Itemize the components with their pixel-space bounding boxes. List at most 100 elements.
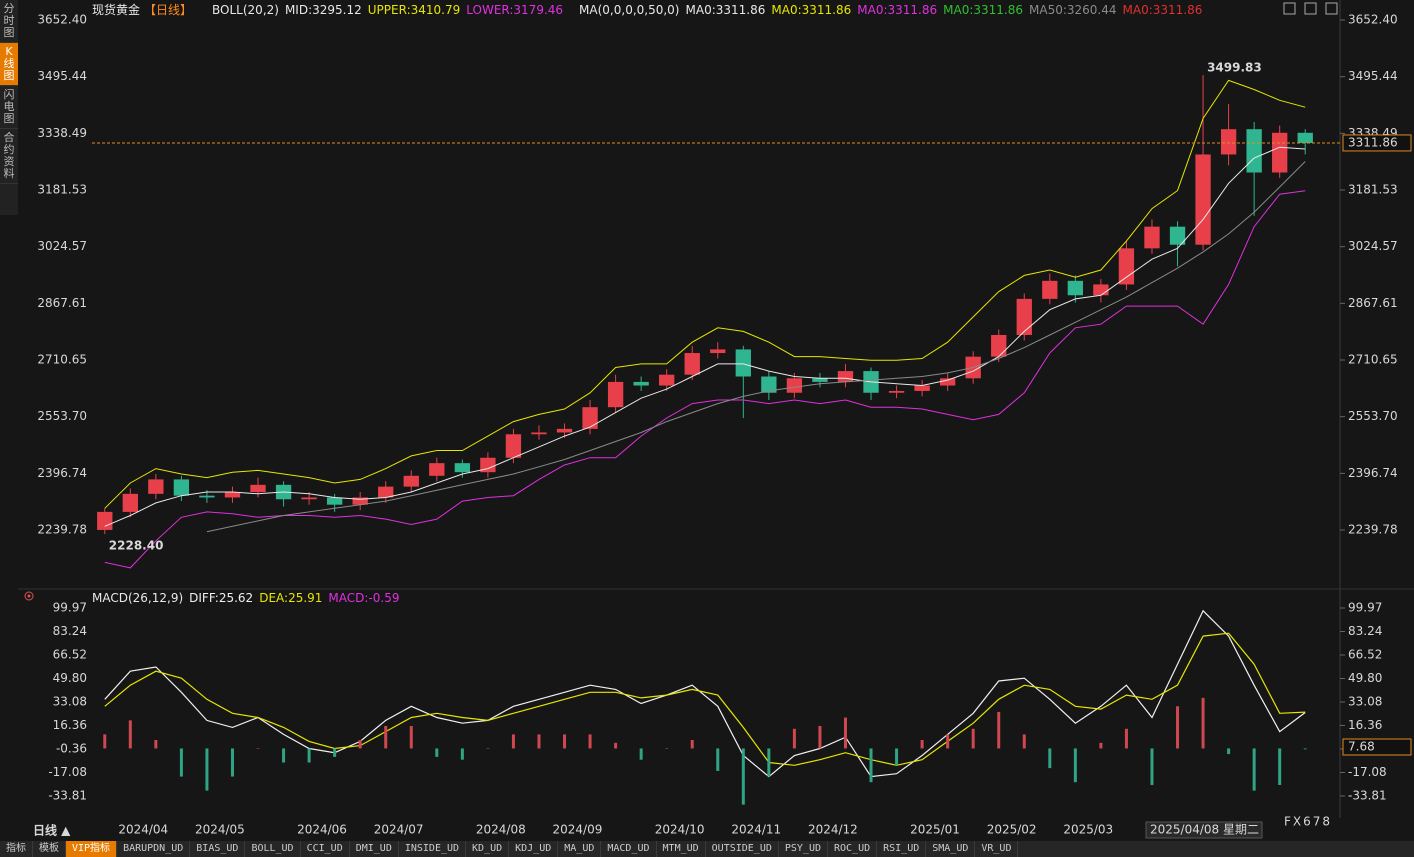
indicator-line (206, 161, 1306, 533)
candle-body (888, 390, 905, 393)
macd-bar (1303, 748, 1307, 750)
candle-body (761, 376, 777, 393)
candle-body (173, 479, 190, 496)
candle-body (659, 374, 675, 386)
candle-body (1016, 298, 1032, 335)
candle-body (837, 371, 854, 382)
indicator-tab[interactable]: 模板 (33, 841, 66, 857)
indicator-tabs: 指标 模板 VIP指标 BARUPDN_UD BIAS_UD BOLL_UD CCI_UD D… (0, 841, 1414, 857)
candle-body (199, 495, 215, 498)
indicator-tab[interactable]: KDJ_UD (509, 841, 559, 857)
indicator-tab[interactable]: MTM_UD (657, 841, 706, 857)
candle-body (786, 378, 803, 393)
macd-bar (639, 748, 643, 760)
sidebar-tab[interactable]: K线图 (0, 43, 18, 86)
y-tick-label: 49.80 (53, 671, 87, 685)
icon[interactable] (1283, 2, 1296, 15)
period-button[interactable]: 日线 ▲ (33, 823, 71, 838)
y-tick-label: 3495.44 (1348, 69, 1398, 83)
y-tick-label: 2867.61 (1348, 296, 1398, 310)
y-tick-label: 3024.57 (1348, 239, 1398, 253)
y-tick-label: -17.08 (48, 765, 87, 779)
macd-bar (256, 748, 260, 749)
indicator-tab[interactable]: INSIDE_UD (399, 841, 467, 857)
candle-body (1067, 280, 1084, 296)
indicator-tab[interactable]: RSI_UD (877, 841, 927, 857)
indicator-tab[interactable]: BOLL_UD (245, 841, 301, 857)
y-tick-label: 99.97 (1348, 601, 1382, 615)
price-tag-box (1342, 134, 1412, 152)
candle-body (97, 511, 113, 530)
macd-bar (333, 748, 337, 757)
indicator-tab[interactable]: ROC_UD (828, 841, 878, 857)
indicator-tab[interactable]: CCI_UD (301, 841, 350, 857)
indicator-tab[interactable]: BARUPDN_UD (117, 841, 191, 857)
x-tick-label: 2024/08 (476, 823, 526, 837)
icon[interactable] (24, 591, 34, 601)
macd-bar (128, 720, 132, 749)
indicator-tab[interactable]: KD_UD (466, 841, 510, 857)
candle-body (1220, 129, 1237, 155)
high-label: 3499.83 (1207, 61, 1262, 75)
sidebar-tab[interactable]: 分时图 (0, 0, 18, 43)
macd-bar (1252, 748, 1256, 791)
indicator-tab[interactable]: 指标 (0, 841, 33, 857)
y-tick-label: 2239.78 (1348, 523, 1398, 537)
candle-body (1093, 284, 1109, 296)
y-tick-label: 2396.74 (37, 466, 87, 480)
y-tick-label: 2553.70 (37, 409, 87, 423)
value-tag: 7.68 (1348, 740, 1375, 754)
macd-bar (1176, 706, 1180, 749)
candle-body (914, 385, 930, 391)
candle-body (224, 492, 241, 498)
indicator-tab[interactable]: PSY_UD (779, 841, 828, 857)
sidebar-tab[interactable]: 闪电图 (0, 86, 18, 129)
macd-bar (563, 734, 567, 749)
macd-bar (767, 748, 771, 777)
indicator-tab[interactable]: MA_UD (558, 841, 602, 857)
candle-body (403, 475, 419, 487)
legend-entry: MA0:3311.86 (1123, 3, 1203, 17)
sidebar-tab[interactable]: 合约资料 (0, 129, 18, 184)
x-tick-label: 2025/03 (1063, 823, 1113, 837)
macd-bar (792, 728, 796, 749)
legend-entry: MA0:3311.86 (857, 3, 937, 17)
candle-body (352, 497, 368, 505)
indicator-tab[interactable]: DMI_UD (350, 841, 399, 857)
y-tick-label: 2553.70 (1348, 409, 1398, 423)
indicator-tab[interactable]: SMA_UD (926, 841, 976, 857)
candle-body (1144, 226, 1160, 249)
indicator-tab[interactable]: OUTSIDE_UD (706, 841, 779, 857)
y-tick-label: 3652.40 (37, 13, 87, 27)
candle-body (607, 381, 624, 408)
title: 现货黄金 (92, 2, 140, 17)
date-tooltip: 2025/04/08 星期二 (1150, 823, 1259, 837)
sidebar: 分时图 K线图 闪电图 合约资料 (0, 0, 18, 215)
icon[interactable] (1325, 2, 1338, 15)
y-tick-label: 33.08 (1348, 694, 1382, 708)
indicator-tab[interactable]: VR_UD (975, 841, 1019, 857)
y-tick-label: 3652.40 (1348, 13, 1398, 27)
legend-entry: MID:3295.12 (285, 3, 362, 17)
candle-body (991, 334, 1007, 357)
x-tick-label: 2024/07 (374, 823, 424, 837)
candle-body (531, 432, 547, 435)
x-tick-label: 2024/06 (297, 823, 347, 837)
indicator-name: MACD(26,12,9) (92, 591, 183, 605)
macd-bar (1227, 748, 1231, 755)
macd-header: MACD(26,12,9) DIFF:25.62 DEA:25.91 MACD:-0.… (92, 591, 399, 605)
y-tick-label: 3338.49 (37, 126, 87, 140)
macd-bar (230, 748, 234, 777)
y-tick-label: 2396.74 (1348, 466, 1398, 480)
indicator-tab[interactable]: BIAS_UD (190, 841, 246, 857)
indicator-tab[interactable]: VIP指标 (66, 841, 118, 857)
macd-bar (307, 748, 311, 763)
macd-bar (511, 734, 515, 749)
icon[interactable] (1304, 2, 1317, 15)
x-tick-label: 2024/09 (553, 823, 603, 837)
y-tick-label: -17.08 (1348, 765, 1387, 779)
y-tick-label: 16.36 (1348, 718, 1382, 732)
watermark: FX678 (1284, 815, 1332, 829)
macd-bar (205, 748, 209, 791)
indicator-tab[interactable]: MACD_UD (601, 841, 657, 857)
